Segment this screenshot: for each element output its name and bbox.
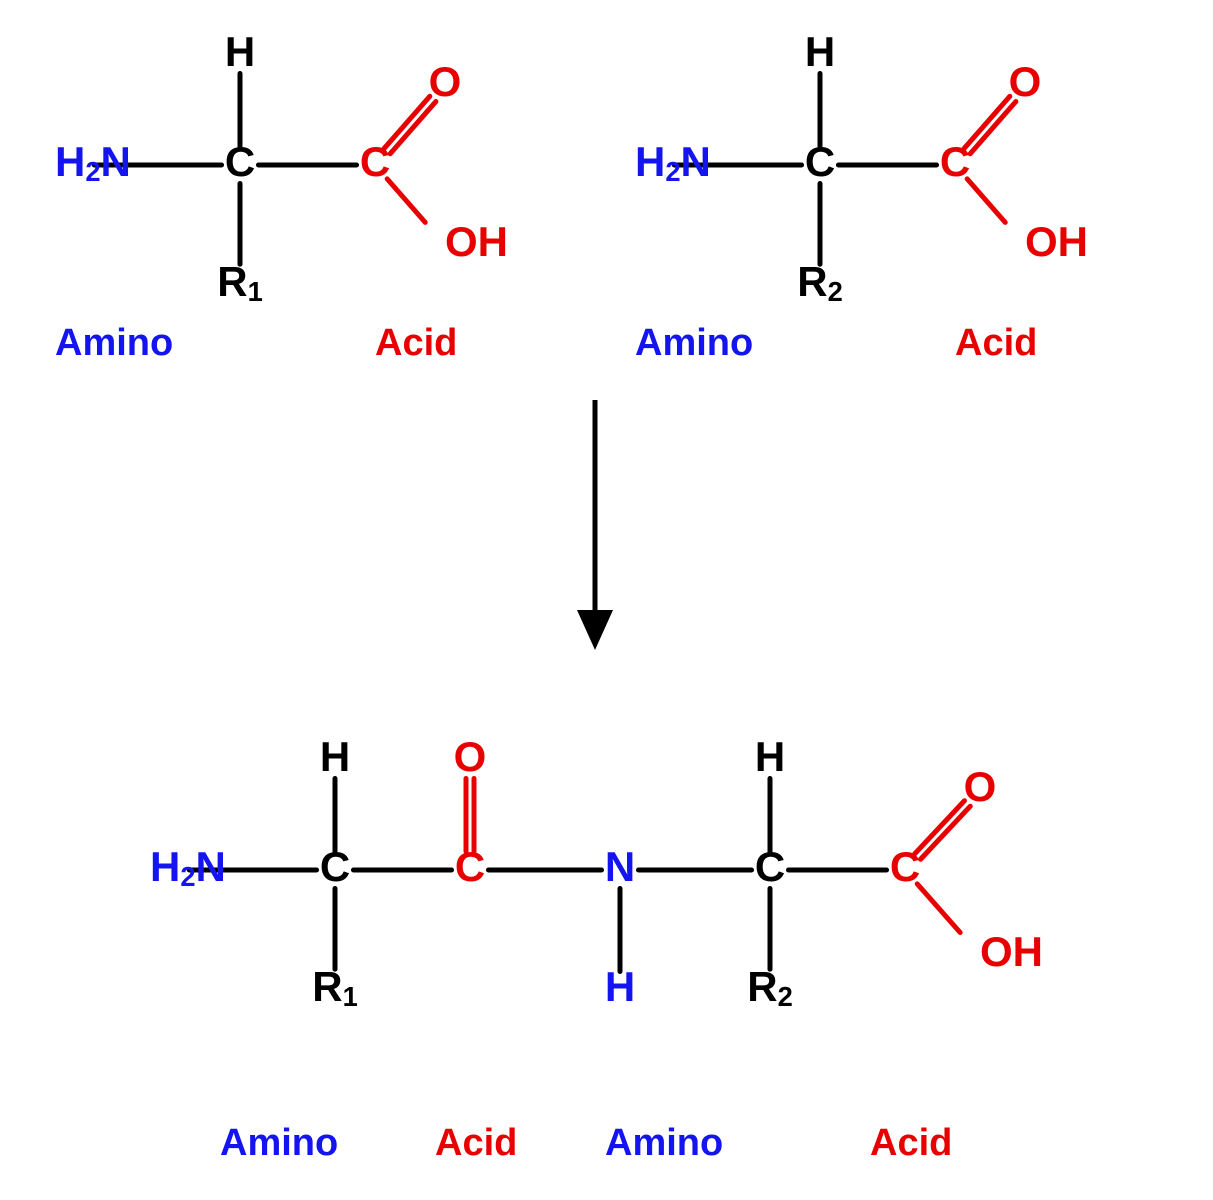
label-bottom-3: Acid (870, 1122, 952, 1164)
label-bottom-1: Acid (435, 1122, 517, 1164)
reaction-arrow (577, 400, 613, 650)
atom-oh2: OH (980, 928, 1043, 975)
atom-h2n: H2N (55, 138, 131, 187)
atom-h2: H (755, 733, 785, 780)
atom-n: N (605, 843, 635, 890)
atom-h1: H (320, 733, 350, 780)
double-bond (915, 801, 965, 854)
atom-h2n: H2N (635, 138, 711, 187)
atom-r: R1 (217, 258, 263, 307)
atom-o1: O (454, 733, 487, 780)
atom-c-alpha: C (805, 138, 835, 185)
dipeptide: H2NCHR1CONHCHR2COOHAminoAcidAminoAcid (150, 733, 1043, 1164)
atom-o2: O (964, 763, 997, 810)
atom-oh: OH (445, 218, 508, 265)
atom-ccarb1: C (455, 843, 485, 890)
double-bond (970, 102, 1016, 154)
arrow-head (577, 610, 613, 650)
label-amino: Amino (635, 322, 753, 364)
atom-hn: H (605, 963, 635, 1010)
bond (387, 179, 425, 222)
atom-c1: C (320, 843, 350, 890)
atom-ccarb2: C (890, 843, 920, 890)
double-bond (390, 102, 436, 154)
double-bond (921, 806, 971, 859)
atom-r1: R1 (312, 963, 358, 1012)
atom-oh: OH (1025, 218, 1088, 265)
atom-r2: R2 (747, 963, 793, 1012)
atom-h: H (225, 28, 255, 75)
label-acid: Acid (375, 322, 457, 364)
atom-c-carb: C (940, 138, 970, 185)
atom-r: R2 (797, 258, 843, 307)
atom-c-carb: C (360, 138, 390, 185)
label-bottom-0: Amino (220, 1122, 338, 1164)
bond (967, 179, 1005, 222)
bond (917, 884, 960, 933)
amino-acid-top-1: HH2NCCOOHR1AminoAcid (55, 28, 508, 364)
label-bottom-2: Amino (605, 1122, 723, 1164)
double-bond (384, 96, 430, 148)
atom-h2n: H2N (150, 843, 226, 892)
atom-c-alpha: C (225, 138, 255, 185)
amino-acid-top-2: HH2NCCOOHR2AminoAcid (635, 28, 1088, 364)
atom-o: O (1009, 58, 1042, 105)
label-amino: Amino (55, 322, 173, 364)
atom-h: H (805, 28, 835, 75)
double-bond (964, 96, 1010, 148)
label-acid: Acid (955, 322, 1037, 364)
atom-o: O (429, 58, 462, 105)
atom-c2: C (755, 843, 785, 890)
diagram-svg: HH2NCCOOHR1AminoAcidHH2NCCOOHR2AminoAcid… (0, 0, 1213, 1200)
